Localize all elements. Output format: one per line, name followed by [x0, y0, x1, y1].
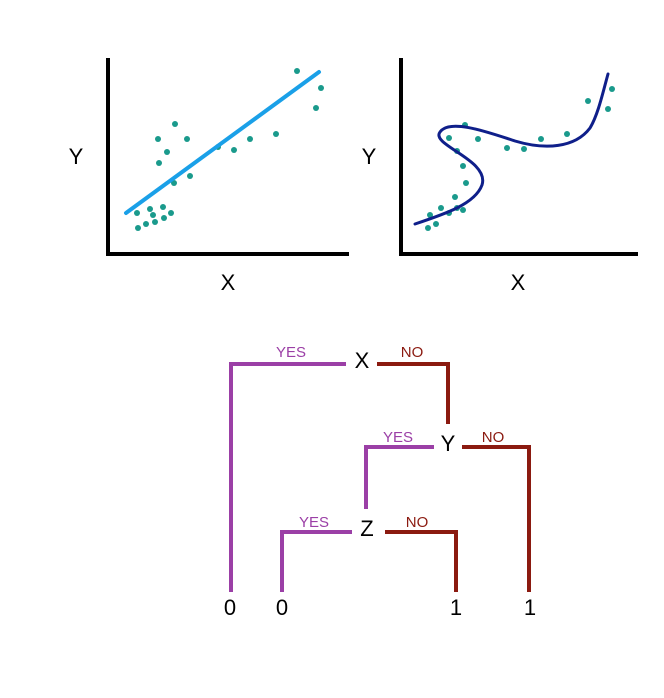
edge-z-yes: [280, 530, 352, 592]
edge-x-yes: [229, 362, 346, 592]
scatter-point: [463, 180, 469, 186]
scatter-point: [609, 86, 615, 92]
tree-node-z: Z: [360, 516, 373, 541]
scatter-point: [231, 147, 237, 153]
edge-z-no: [385, 530, 458, 592]
edge-y-yes-label: YES: [383, 429, 413, 446]
scatter-point: [155, 136, 161, 142]
nonlinear-plot: Y X: [362, 58, 638, 295]
scatter-point: [172, 121, 178, 127]
edge-y-no: [462, 445, 531, 592]
leaf-3: 1: [450, 595, 462, 620]
scatter-point: [433, 221, 439, 227]
scatter-point: [585, 98, 591, 104]
edge-x-no-label: NO: [401, 344, 424, 361]
scatter-point: [160, 204, 166, 210]
nonlinear-plot-ylabel: Y: [362, 144, 377, 169]
scatter-point: [460, 163, 466, 169]
scatter-point: [427, 212, 433, 218]
scatter-point: [521, 146, 527, 152]
linear-fit-line: [124, 70, 321, 215]
tree-node-x: X: [355, 348, 370, 373]
scatter-point: [156, 160, 162, 166]
leaf-4: 1: [524, 595, 536, 620]
edge-y-yes: [364, 445, 434, 509]
scatter-point: [318, 85, 324, 91]
scatter-point: [452, 194, 458, 200]
scatter-point: [273, 131, 279, 137]
scatter-point: [605, 106, 611, 112]
scatter-point: [446, 135, 452, 141]
nonlinear-fit-curve: [413, 72, 610, 226]
linear-plot: Y X: [69, 58, 349, 295]
scatter-point: [134, 210, 140, 216]
scatter-point: [184, 136, 190, 142]
scatter-point: [135, 225, 141, 231]
scatter-point: [538, 136, 544, 142]
linear-plot-xlabel: X: [221, 270, 236, 295]
scatter-point: [247, 136, 253, 142]
scatter-point: [143, 221, 149, 227]
linear-plot-points: [134, 68, 324, 231]
scatter-point: [504, 145, 510, 151]
scatter-point: [425, 225, 431, 231]
edge-x-yes-label: YES: [276, 344, 306, 361]
nonlinear-plot-axes: [399, 58, 638, 256]
scatter-point: [475, 136, 481, 142]
scatter-point: [313, 105, 319, 111]
scatter-point: [150, 212, 156, 218]
scatter-point: [460, 207, 466, 213]
scatter-point: [294, 68, 300, 74]
edge-x-no: [377, 362, 450, 424]
scatter-point: [187, 173, 193, 179]
decision-tree: YES NO X YES NO Y YES NO Z 0 0 1 1: [224, 344, 536, 620]
tree-node-y: Y: [441, 431, 456, 456]
edge-z-no-label: NO: [406, 514, 429, 531]
leaf-2: 0: [276, 595, 288, 620]
edge-z-yes-label: YES: [299, 514, 329, 531]
scatter-point: [161, 215, 167, 221]
edge-y-no-label: NO: [482, 429, 505, 446]
leaf-1: 0: [224, 595, 236, 620]
scatter-point: [152, 219, 158, 225]
linear-plot-ylabel: Y: [69, 144, 84, 169]
linear-plot-axes: [106, 58, 349, 256]
scatter-point: [564, 131, 570, 137]
scatter-point: [147, 206, 153, 212]
nonlinear-plot-xlabel: X: [511, 270, 526, 295]
scatter-point: [438, 205, 444, 211]
scatter-point: [164, 149, 170, 155]
scatter-point: [168, 210, 174, 216]
